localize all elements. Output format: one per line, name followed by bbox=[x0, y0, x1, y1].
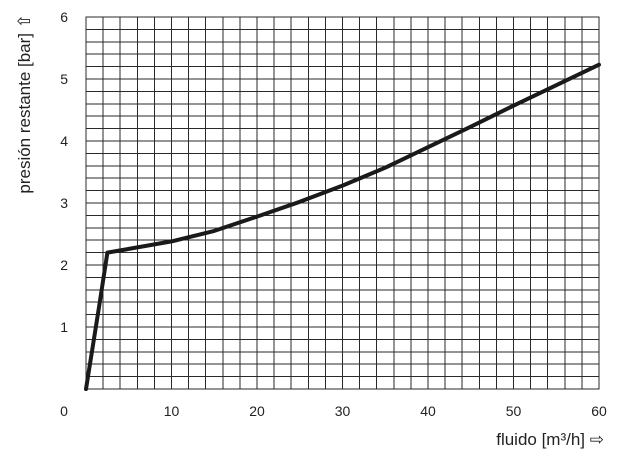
x-tick-label: 50 bbox=[506, 403, 522, 419]
y-tick-label: 4 bbox=[60, 133, 68, 149]
x-tick-label: 20 bbox=[249, 403, 265, 419]
series-line bbox=[84, 62, 601, 391]
y-tick-label: 1 bbox=[60, 319, 68, 335]
series-layer bbox=[84, 62, 601, 391]
x-tick-label: 40 bbox=[420, 403, 436, 419]
x-tick-label: 10 bbox=[164, 403, 180, 419]
grid bbox=[86, 17, 599, 389]
y-axis-tick-labels: 1 2 3 4 5 6 bbox=[60, 9, 68, 335]
x-tick-label: 0 bbox=[60, 403, 68, 419]
y-tick-label: 3 bbox=[60, 195, 68, 211]
x-tick-label: 30 bbox=[335, 403, 351, 419]
y-tick-label: 2 bbox=[60, 257, 68, 273]
y-tick-label: 6 bbox=[60, 9, 68, 25]
x-tick-label: 60 bbox=[591, 403, 607, 419]
x-axis-tick-labels: 0 10 20 30 40 50 60 bbox=[60, 403, 607, 419]
y-axis-title: presión restante [bar] ⇧ bbox=[15, 14, 34, 194]
y-tick-label: 5 bbox=[60, 71, 68, 87]
x-axis-title: fluido [m³/h] ⇨ bbox=[496, 430, 604, 449]
plot-area-frame bbox=[85, 16, 600, 390]
